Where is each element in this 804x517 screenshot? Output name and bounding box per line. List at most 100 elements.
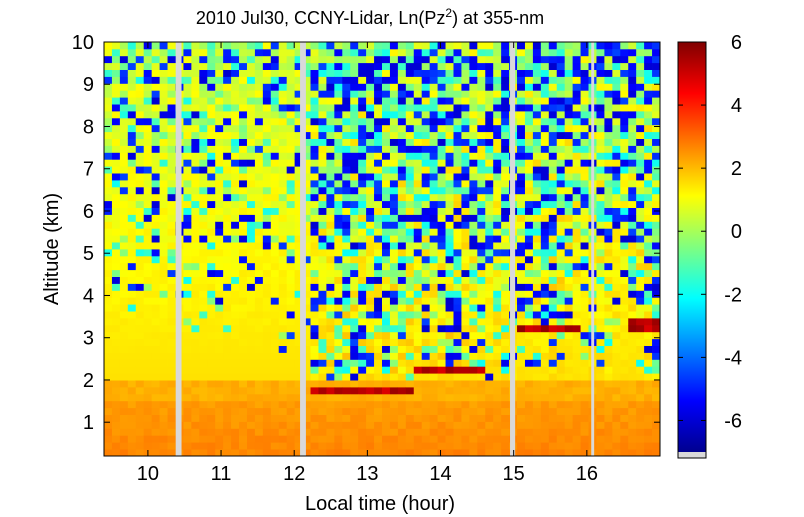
heatmap-cell [469, 131, 478, 139]
heatmap-cell [620, 366, 629, 374]
heatmap-cell [342, 76, 351, 84]
heatmap-cell [223, 304, 232, 312]
heatmap-cell [477, 318, 486, 326]
heatmap-cell [318, 104, 327, 112]
heatmap-cell [596, 111, 605, 119]
heatmap-cell [389, 366, 399, 374]
heatmap-cell [302, 262, 311, 271]
heatmap-cell [374, 387, 383, 395]
heatmap-cell [532, 214, 542, 222]
heatmap-cell [278, 138, 288, 146]
colorbar-tick-label: -6 [724, 410, 742, 432]
heatmap-cell [374, 76, 383, 84]
heatmap-cell [239, 207, 248, 215]
heatmap-cell [143, 193, 153, 202]
heatmap-cell [389, 442, 399, 450]
heatmap-cell [302, 304, 311, 312]
heatmap-cell [580, 76, 589, 84]
heatmap-cell [389, 42, 399, 50]
heatmap-cell [215, 304, 224, 312]
heatmap-cell [326, 83, 335, 91]
heatmap-cell [254, 180, 264, 188]
heatmap-cell [421, 124, 431, 133]
heatmap-cell [119, 400, 129, 409]
heatmap-cell [262, 373, 272, 381]
heatmap-cell [374, 435, 383, 443]
heatmap-cell [191, 242, 200, 250]
heatmap-cell [135, 145, 145, 153]
heatmap-cell [350, 152, 359, 160]
heatmap-cell [453, 428, 462, 436]
heatmap-cell [111, 207, 121, 215]
heatmap-cell [334, 297, 343, 305]
heatmap-cell [254, 83, 264, 91]
heatmap-cell [501, 338, 510, 346]
heatmap-cell [191, 186, 200, 195]
heatmap-cell [421, 449, 431, 457]
heatmap-cell [524, 42, 534, 50]
heatmap-cell [397, 76, 407, 84]
heatmap-cell [207, 186, 216, 195]
heatmap-cell [350, 387, 359, 395]
heatmap-cell [239, 117, 248, 126]
heatmap-cell [223, 200, 232, 208]
heatmap-cell [239, 290, 248, 298]
heatmap-cell [254, 173, 264, 181]
heatmap-cell [310, 276, 319, 284]
heatmap-cell [270, 221, 280, 229]
heatmap-cell [270, 97, 280, 105]
heatmap-cell [612, 449, 621, 457]
heatmap-cell [437, 338, 446, 346]
heatmap-cell [628, 262, 637, 271]
heatmap-cell [191, 304, 200, 312]
heatmap-cell [159, 449, 168, 457]
heatmap-cell [429, 76, 438, 84]
heatmap-cell [421, 48, 431, 57]
heatmap-cell [524, 449, 534, 457]
heatmap-cell [548, 352, 558, 360]
heatmap-cell [620, 90, 629, 98]
heatmap-cell [382, 97, 391, 105]
heatmap-cell [564, 366, 574, 374]
heatmap-cell [437, 324, 446, 333]
heatmap-cell [564, 304, 574, 312]
heatmap-cell [556, 366, 566, 374]
heatmap-cell [382, 269, 391, 277]
heatmap-cell [532, 138, 542, 146]
heatmap-cell [191, 124, 200, 133]
heatmap-cell [358, 442, 367, 450]
heatmap-cell [524, 214, 534, 222]
heatmap-cell [445, 421, 454, 429]
heatmap-cell [278, 207, 288, 215]
heatmap-cell [636, 276, 645, 284]
heatmap-cell [135, 352, 145, 360]
heatmap-cell [342, 449, 351, 457]
heatmap-cell [318, 324, 327, 333]
heatmap-cell [532, 393, 542, 402]
heatmap-cell [246, 48, 256, 57]
heatmap-cell [620, 373, 629, 381]
heatmap-cell [286, 304, 296, 312]
heatmap-cell [223, 435, 232, 443]
heatmap-cell [326, 207, 335, 215]
heatmap-cell [231, 304, 240, 312]
heatmap-cell [342, 193, 351, 202]
heatmap-cell [167, 311, 176, 319]
heatmap-cell [572, 449, 581, 457]
heatmap-cell [239, 83, 248, 91]
heatmap-cell [445, 380, 454, 388]
heatmap-cell [469, 235, 478, 243]
heatmap-cell [652, 90, 661, 98]
heatmap-cell [445, 407, 454, 415]
heatmap-cell [397, 69, 407, 77]
heatmap-cell [493, 76, 502, 84]
heatmap-cell [572, 311, 581, 319]
heatmap-cell [366, 186, 375, 195]
heatmap-cell [580, 55, 589, 64]
heatmap-cell [437, 152, 446, 160]
heatmap-cell [461, 62, 470, 70]
heatmap-cell [262, 297, 272, 305]
heatmap-cell [382, 297, 391, 305]
heatmap-cell [374, 311, 383, 319]
heatmap-cell [453, 111, 462, 119]
